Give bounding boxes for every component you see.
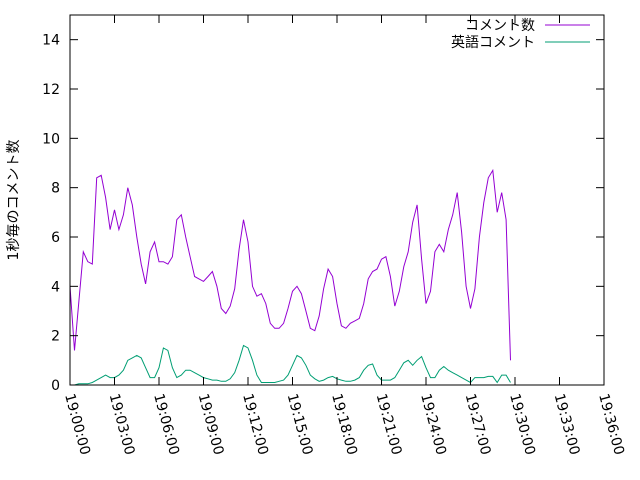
x-tick-label: 19:30:00	[506, 392, 538, 457]
legend: コメント数 英語コメント	[451, 18, 590, 51]
x-tick-label: 19:15:00	[284, 392, 316, 457]
x-tick-label: 19:09:00	[195, 392, 227, 457]
x-tick-label: 19:33:00	[551, 392, 583, 457]
x-tick-label: 19:12:00	[239, 392, 271, 457]
x-tick-label: 19:24:00	[417, 392, 449, 457]
plot-frame	[69, 14, 605, 386]
y-tick-label: 8	[51, 181, 60, 197]
x-tick-label: 19:03:00	[106, 392, 138, 457]
y-tick-label: 12	[42, 82, 60, 98]
x-tick-label: 19:27:00	[462, 392, 494, 457]
y-tick-label: 0	[51, 378, 60, 394]
series-line-comments	[69, 168, 511, 361]
y-axis: 0 2 4 6 8 10 12 14	[42, 33, 604, 394]
x-tick-label: 19:18:00	[328, 392, 360, 457]
series-line-english-comments	[70, 344, 511, 386]
y-tick-label: 6	[51, 230, 60, 246]
y-tick-label: 14	[42, 33, 60, 49]
legend-label-english-comments: 英語コメント	[451, 34, 535, 51]
y-tick-label: 4	[51, 279, 60, 295]
x-tick-label: 19:21:00	[373, 392, 405, 457]
x-tick-label: 19:06:00	[150, 392, 182, 457]
x-tick-label: 19:00:00	[61, 392, 93, 457]
y-tick-label: 10	[42, 131, 60, 147]
x-tick-label: 19:36:00	[595, 392, 627, 457]
plot-series-layer	[69, 168, 511, 386]
legend-label-comments: コメント数	[465, 18, 535, 34]
y-axis-label: 1秒毎のコメント数	[6, 140, 22, 261]
y-tick-label: 2	[51, 329, 60, 345]
x-axis: 19:00:00 19:03:00 19:06:00 19:09:00 19:12:00…	[61, 15, 627, 457]
